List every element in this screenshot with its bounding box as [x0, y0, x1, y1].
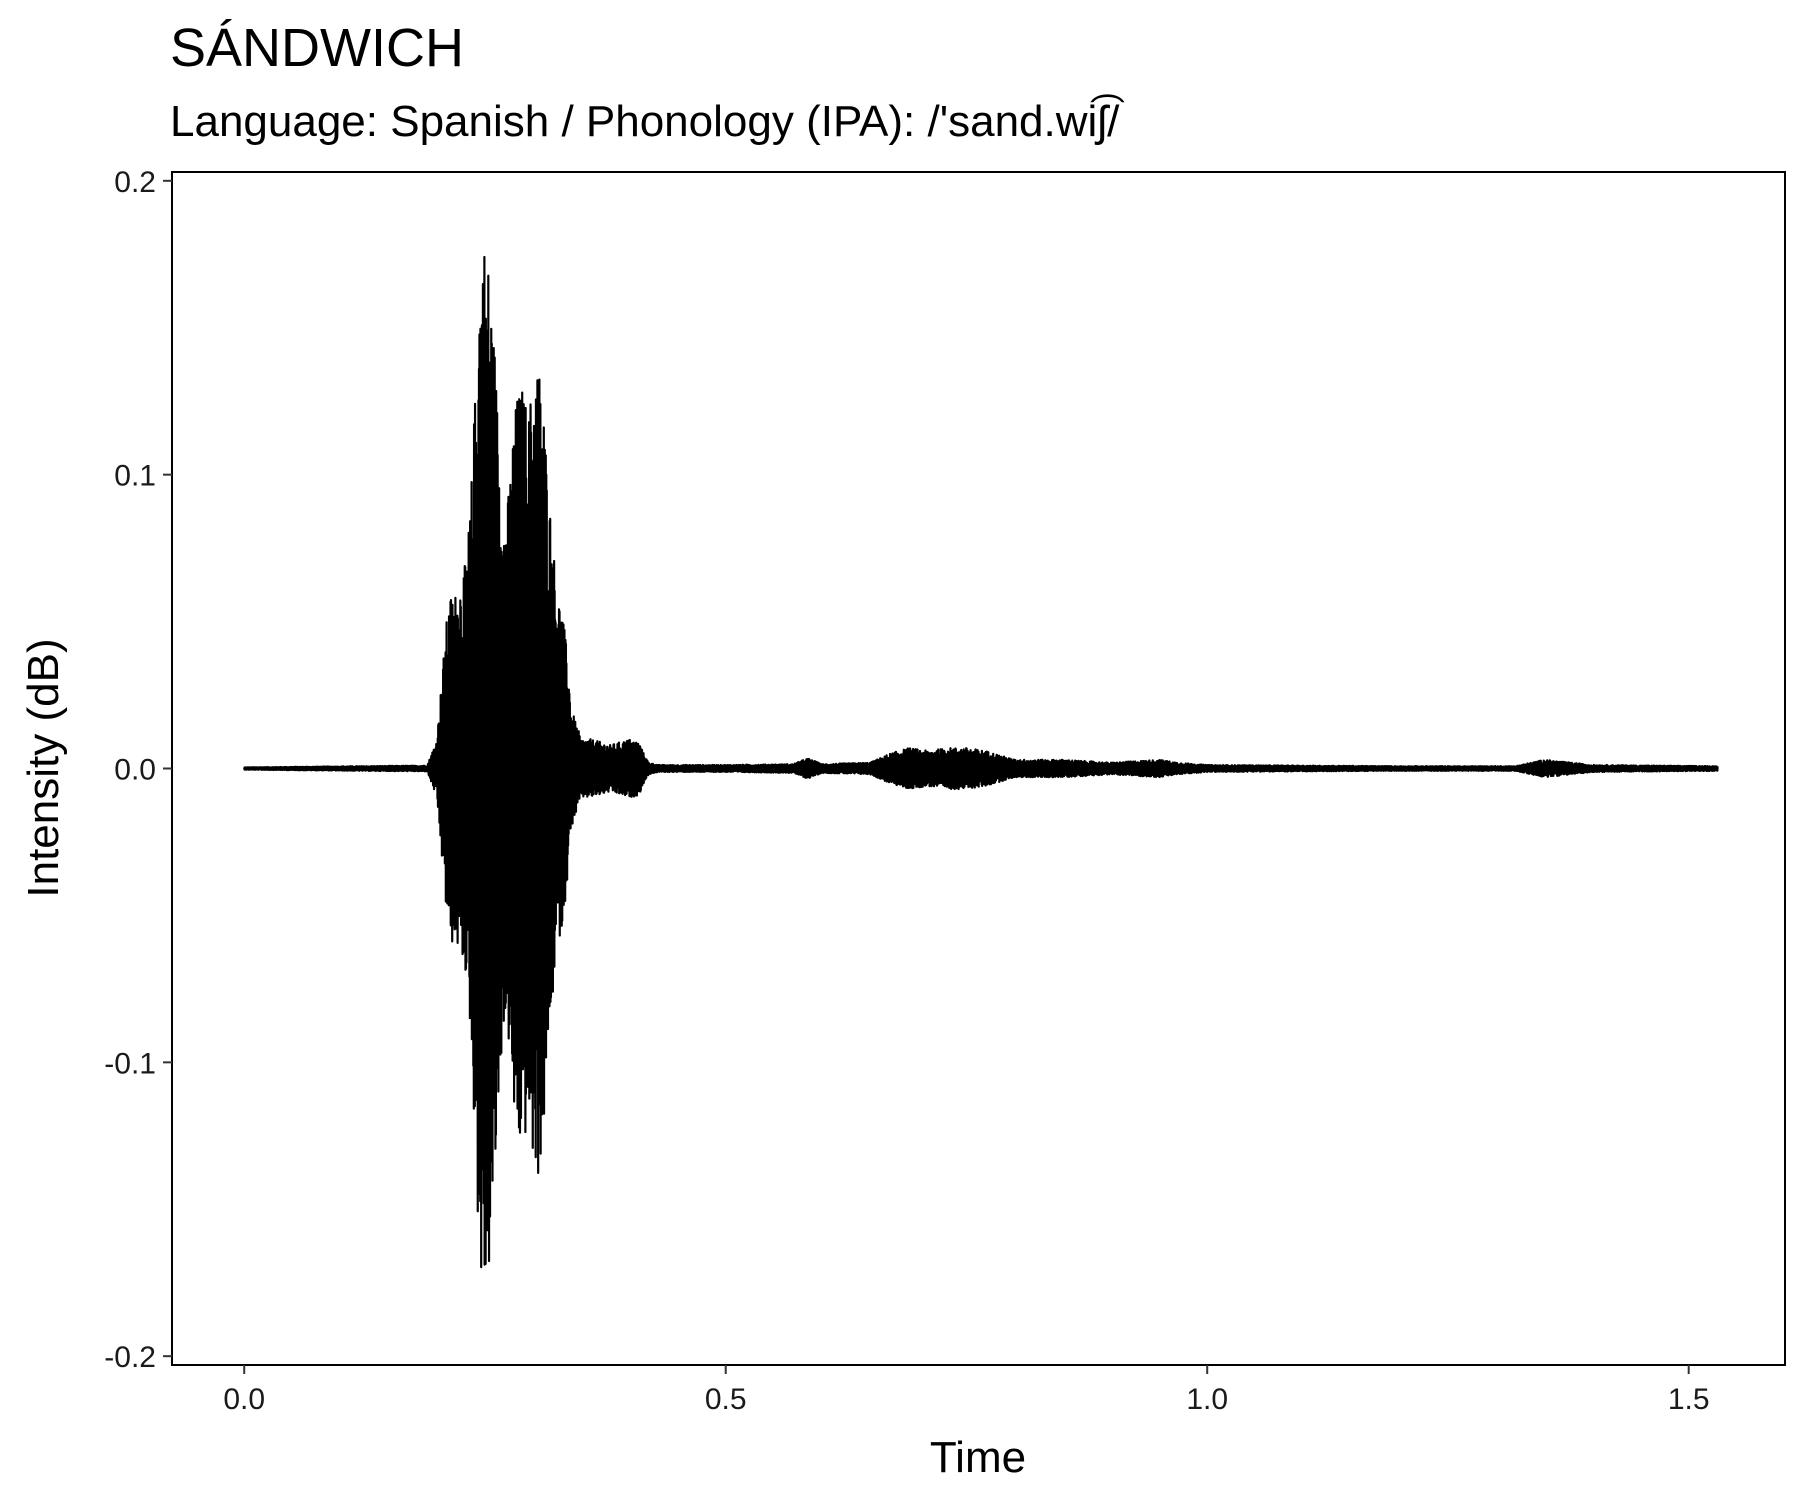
- y-tick-label: 0.0: [114, 754, 156, 787]
- x-tick-label: 0.5: [705, 1383, 747, 1416]
- y-tick-label: -0.1: [104, 1047, 156, 1080]
- x-tick-label: 1.0: [1186, 1383, 1228, 1416]
- y-axis-ticks: 0.2 0.1 0.0 -0.1 -0.2: [104, 166, 172, 1374]
- x-tick-label: 1.5: [1668, 1383, 1710, 1416]
- x-tick-label: 0.0: [223, 1383, 265, 1416]
- waveform-line: [243, 255, 1719, 1269]
- y-tick-label: 0.2: [114, 166, 156, 199]
- x-axis-ticks: 0.0 0.5 1.0 1.5: [223, 1365, 1710, 1416]
- chart-title: SÁNDWICH: [170, 18, 464, 78]
- y-tick-label: 0.1: [114, 460, 156, 493]
- waveform-series: [243, 255, 1719, 1269]
- x-axis-title: Time: [930, 1433, 1026, 1482]
- y-tick-label: -0.2: [104, 1341, 156, 1374]
- y-axis-title: Intensity (dB): [19, 638, 68, 897]
- chart-subtitle: Language: Spanish / Phonology (IPA): /'s…: [170, 94, 1125, 146]
